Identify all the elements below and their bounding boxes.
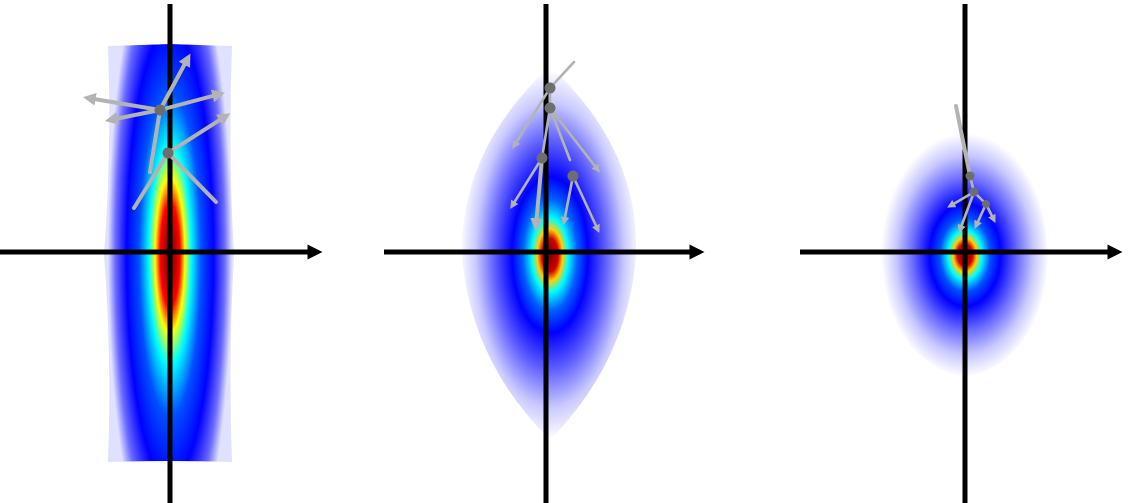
node — [544, 102, 556, 114]
node — [969, 187, 979, 197]
particle-arrows-left — [82, 53, 231, 210]
node — [982, 200, 990, 208]
panel-middle — [384, 4, 705, 503]
particle-arrows-right — [947, 104, 996, 234]
panel-right — [800, 4, 1123, 503]
node — [154, 104, 166, 116]
particle-arrows-middle — [510, 60, 601, 234]
node — [544, 82, 556, 94]
node — [536, 152, 548, 164]
node — [965, 171, 975, 181]
node — [162, 147, 174, 159]
node — [567, 170, 579, 182]
panel-left — [0, 4, 323, 503]
